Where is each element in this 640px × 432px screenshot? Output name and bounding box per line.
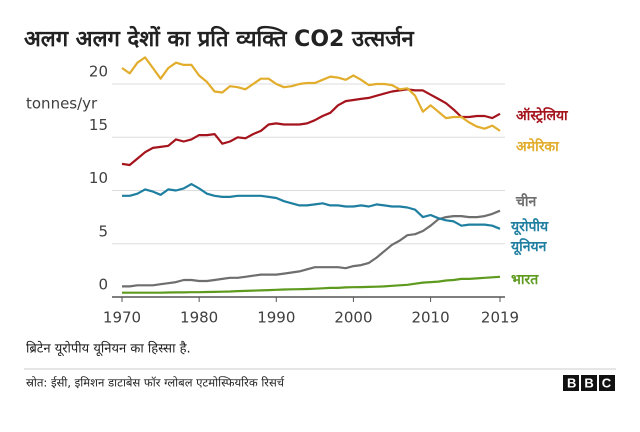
- series-label: भारत: [511, 272, 539, 288]
- x-tick-label: 1980: [180, 309, 218, 327]
- x-tick-label: 2019: [481, 309, 519, 327]
- series-line: [122, 275, 501, 294]
- series-label: अमेरिका: [516, 139, 559, 155]
- y-tick-label: 0: [98, 276, 108, 294]
- series-line: [121, 56, 501, 132]
- series-label: चीन: [516, 194, 537, 210]
- series-line: [122, 209, 501, 288]
- y-tick-label: 10: [89, 169, 108, 187]
- y-axis-label: tonnes/yr: [26, 95, 98, 113]
- series-line: [122, 183, 501, 230]
- logo-box: [581, 375, 597, 391]
- x-tick-label: 1990: [257, 309, 295, 327]
- logo-box: [599, 375, 615, 391]
- y-tick-label: 20: [89, 63, 108, 81]
- y-tick-label: 5: [98, 222, 108, 240]
- x-tick-label: 1970: [103, 309, 141, 327]
- x-tick-label: 2000: [334, 309, 372, 327]
- logo-box: [563, 375, 579, 391]
- y-tick-label: 15: [89, 116, 108, 134]
- source: स्रोत: ईसी, इमिशन डाटाबेस फॉर ग्लोबल एटम…: [26, 376, 285, 390]
- series-label: यूरोपीय यूनियन: [511, 219, 549, 255]
- chart-title: अलग अलग देशों का प्रति व्यक्ति CO2 उत्सर…: [24, 25, 415, 52]
- x-tick-label: 2010: [411, 309, 449, 327]
- note: ब्रिटेन यूरोपीय यूनियन का हिस्सा है.: [26, 341, 191, 357]
- series-line: [121, 88, 501, 167]
- logo: BBC: [567, 375, 619, 390]
- series-label: ऑस्ट्रेलिया: [516, 108, 568, 124]
